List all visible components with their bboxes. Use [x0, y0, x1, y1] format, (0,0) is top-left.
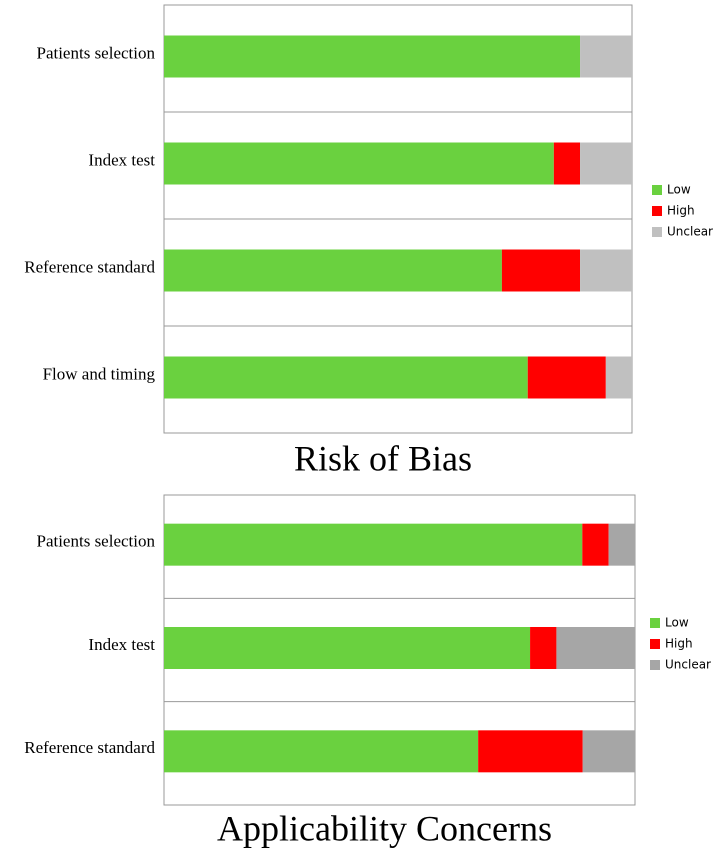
bar-segment	[556, 627, 635, 669]
legend-swatch	[650, 639, 660, 649]
category-label: Reference standard	[24, 738, 155, 757]
bar-segment	[530, 627, 557, 669]
bar-segment	[582, 523, 609, 566]
bar-segment	[582, 730, 635, 773]
bar-segment	[580, 249, 632, 292]
bar-segment	[501, 249, 581, 292]
bar-segment	[164, 627, 531, 669]
legend-swatch	[652, 185, 662, 195]
legend-label: Low	[667, 183, 691, 197]
bar-segment	[164, 35, 581, 78]
bar-segment	[164, 249, 502, 292]
bar-segment	[164, 142, 554, 185]
chart-title: Risk of Bias	[294, 438, 472, 478]
category-label: Index test	[88, 635, 155, 654]
legend-swatch	[652, 227, 662, 237]
legend-label: High	[665, 637, 693, 651]
category-label: Patients selection	[36, 43, 155, 62]
bar-segment	[580, 142, 632, 185]
legend-label: High	[667, 204, 695, 218]
bar-segment	[553, 142, 581, 185]
category-label: Flow and timing	[43, 364, 156, 383]
legend-swatch	[650, 660, 660, 670]
legend-swatch	[650, 618, 660, 628]
bar-segment	[527, 356, 606, 399]
legend-label: Low	[665, 616, 689, 630]
category-label: Index test	[88, 150, 155, 169]
bar-segment	[478, 730, 583, 773]
category-label: Reference standard	[24, 257, 155, 276]
bar-segment	[580, 35, 632, 78]
legend-label: Unclear	[667, 225, 713, 239]
chart-title: Applicability Concerns	[217, 808, 552, 848]
bar-segment	[164, 523, 583, 566]
legend-swatch	[652, 206, 662, 216]
bar-segment	[164, 730, 479, 773]
bar-segment	[608, 523, 635, 566]
legend-label: Unclear	[665, 658, 711, 672]
bar-segment	[605, 356, 632, 399]
bar-segment	[164, 356, 528, 399]
category-label: Patients selection	[36, 532, 155, 551]
